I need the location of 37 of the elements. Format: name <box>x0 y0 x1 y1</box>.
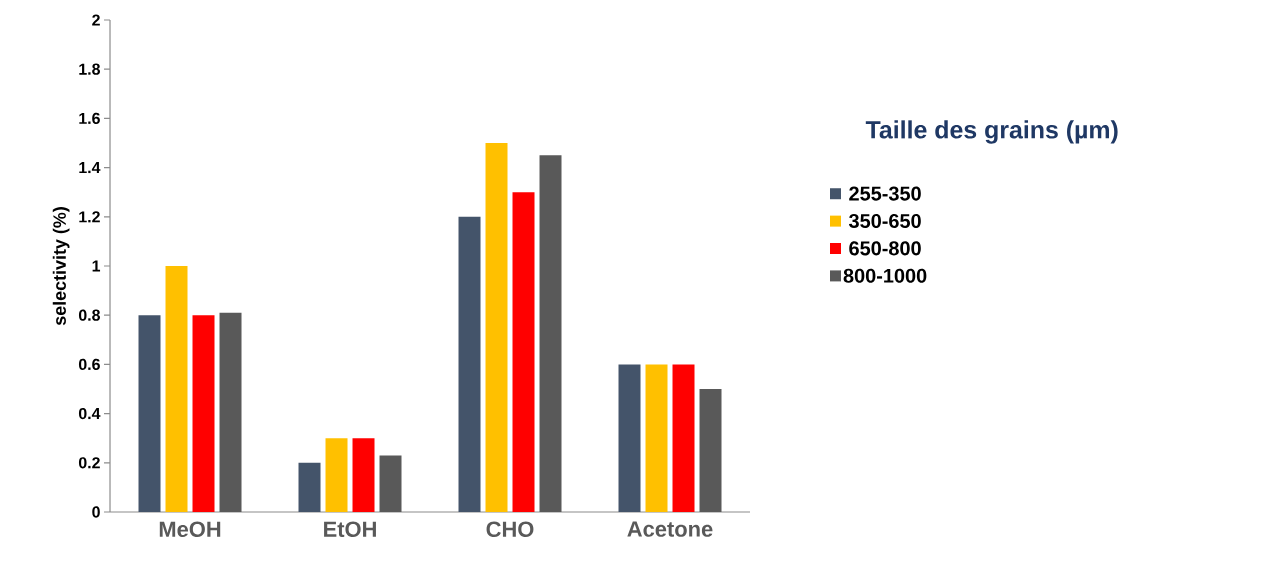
legend-label: 800-1000 <box>843 268 927 283</box>
y-tick-label: 1.4 <box>79 162 101 174</box>
bar <box>192 315 215 512</box>
bar <box>645 364 668 512</box>
legend-label: 255-350 <box>849 186 921 201</box>
y-tick-label: 2 <box>92 14 100 26</box>
y-tick-label: 0.6 <box>78 358 100 371</box>
bar <box>672 364 695 512</box>
x-tick-label: CHO <box>486 521 534 538</box>
bar <box>298 462 321 512</box>
bar <box>352 438 375 512</box>
x-tick-label: EtOH <box>324 521 376 538</box>
legend-label: 650-800 <box>849 241 921 256</box>
bar <box>458 216 481 512</box>
y-tick-label: 0.8 <box>78 309 100 321</box>
y-tick-label: 1.2 <box>79 211 100 223</box>
bar <box>699 388 722 512</box>
bar <box>379 455 402 512</box>
bar <box>219 312 242 512</box>
x-tick-label: MeOH <box>159 521 221 538</box>
y-tick-label: 0.4 <box>78 407 101 420</box>
y-tick-label: 1 <box>92 260 101 272</box>
y-tick-label: 0 <box>92 506 100 518</box>
bar <box>539 155 562 512</box>
legend-label: 350-650 <box>848 213 921 229</box>
bar <box>485 142 508 512</box>
y-tick-label: 1.8 <box>79 63 100 75</box>
bar <box>138 315 161 512</box>
x-tick-label: Acetone <box>627 521 713 537</box>
bar <box>512 192 535 512</box>
bar <box>325 438 348 512</box>
y-axis-title: selectivity (%) <box>52 207 70 326</box>
y-tick-label: 0.2 <box>78 457 100 469</box>
bar <box>165 265 188 512</box>
bar <box>618 364 641 512</box>
y-tick-label: 1.6 <box>79 112 100 125</box>
legend-title: Taille des grains (µm) <box>865 120 1118 144</box>
